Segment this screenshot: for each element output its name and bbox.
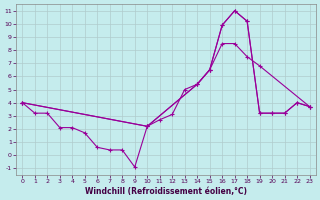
X-axis label: Windchill (Refroidissement éolien,°C): Windchill (Refroidissement éolien,°C) bbox=[85, 187, 247, 196]
